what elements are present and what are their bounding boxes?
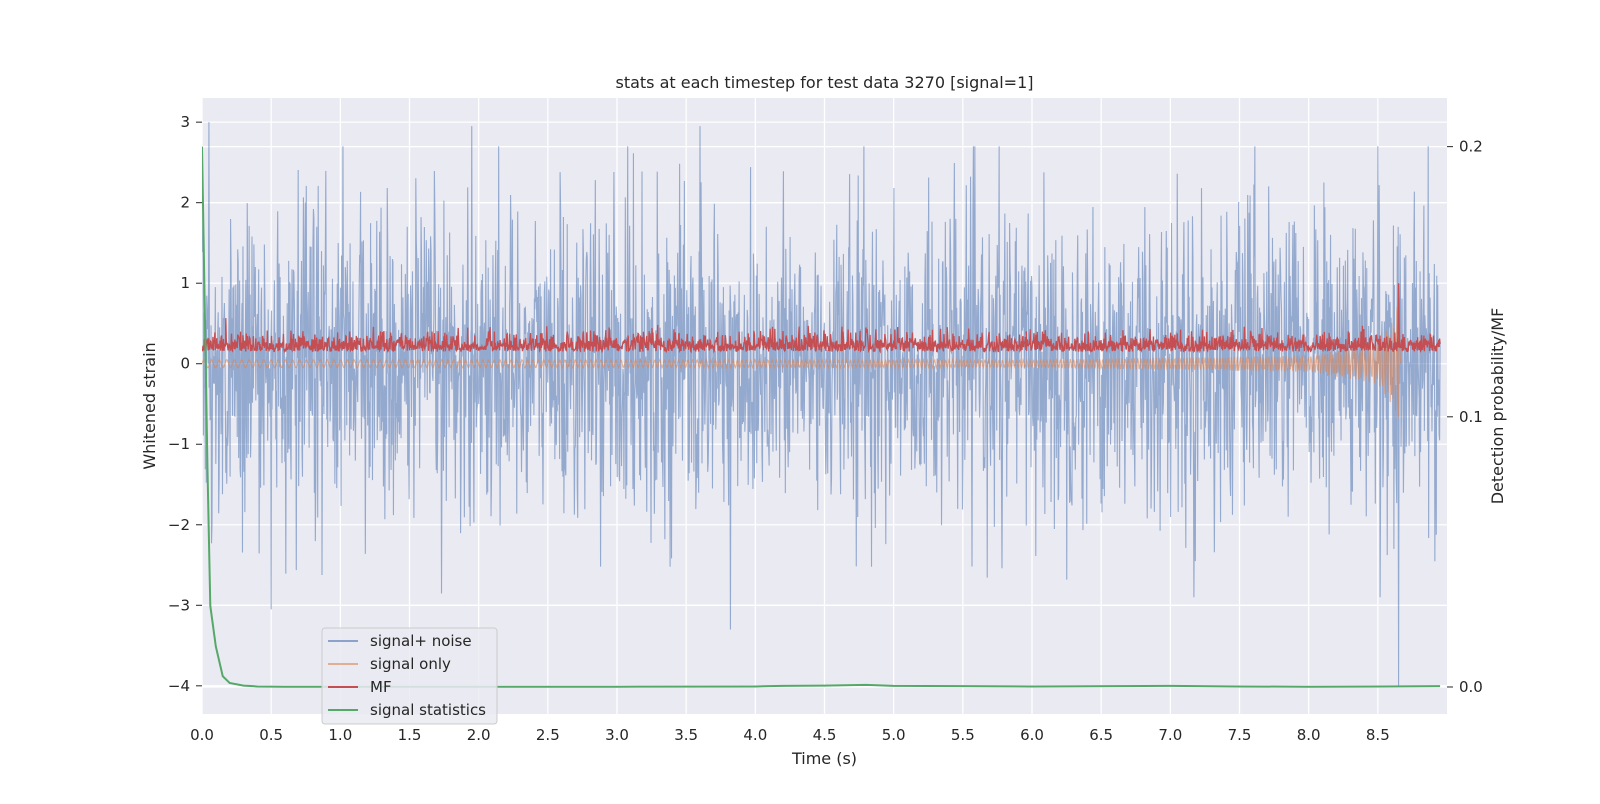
x-tick-label: 6.5 xyxy=(1089,726,1113,744)
x-tick-label: 2.0 xyxy=(467,726,491,744)
x-tick-label: 7.5 xyxy=(1228,726,1252,744)
y2-tick-label: 0.1 xyxy=(1459,408,1483,426)
x-tick-label: 1.0 xyxy=(328,726,352,744)
legend-label-mf: MF xyxy=(370,678,392,696)
x-axis: 0.0 0.5 1.0 1.5 2.0 2.5 3.0 3.5 4.0 4.5 5.0 5.5 6.0 6… xyxy=(190,726,1390,744)
y-tick-label: 0 xyxy=(180,355,190,373)
legend-label-signal-statistics: signal statistics xyxy=(370,701,486,719)
y-tick-label: 3 xyxy=(180,113,190,131)
x-axis-label: Time (s) xyxy=(791,749,857,768)
legend-label-signal-noise: signal+ noise xyxy=(370,632,472,650)
legend-label-signal-only: signal only xyxy=(370,655,451,673)
y-axis-right: 0.2 0.1 0.0 xyxy=(1447,138,1483,696)
series-signal-statistics xyxy=(202,146,1441,688)
y-axis-left: 3 2 1 0 −1 −2 −3 −4 xyxy=(168,113,202,695)
x-tick-label: 4.5 xyxy=(813,726,837,744)
x-tick-label: 4.0 xyxy=(743,726,767,744)
y2-tick-label: 0.0 xyxy=(1459,678,1483,696)
x-tick-label: 7.0 xyxy=(1158,726,1182,744)
y2-tick-label: 0.2 xyxy=(1459,138,1483,156)
x-tick-label: 2.5 xyxy=(536,726,560,744)
chart-title: stats at each timestep for test data 327… xyxy=(615,73,1033,92)
y-tick-label: −2 xyxy=(168,516,190,534)
x-tick-label: 6.0 xyxy=(1020,726,1044,744)
y-tick-label: −3 xyxy=(168,596,190,614)
x-tick-label: 3.5 xyxy=(674,726,698,744)
y-tick-label: 1 xyxy=(180,274,190,292)
x-tick-label: 8.0 xyxy=(1297,726,1321,744)
x-tick-label: 8.5 xyxy=(1366,726,1390,744)
legend: signal+ noise signal only MF signal stat… xyxy=(321,627,498,725)
y-axis-label: Whitened strain xyxy=(140,342,159,469)
x-tick-label: 5.0 xyxy=(882,726,906,744)
x-tick-label: 0.5 xyxy=(259,726,283,744)
plot-area xyxy=(202,122,1441,688)
x-tick-label: 0.0 xyxy=(190,726,214,744)
series-signal-only xyxy=(202,297,1402,418)
y-tick-label: 2 xyxy=(180,194,190,212)
y-tick-label: −4 xyxy=(168,677,190,695)
legend-box xyxy=(321,627,498,725)
series-mf xyxy=(202,283,1441,354)
x-tick-label: 1.5 xyxy=(398,726,422,744)
x-tick-label: 3.0 xyxy=(605,726,629,744)
y-tick-label: −1 xyxy=(168,435,190,453)
y2-axis-label: Detection probability/MF xyxy=(1488,308,1507,505)
x-tick-label: 5.5 xyxy=(951,726,975,744)
